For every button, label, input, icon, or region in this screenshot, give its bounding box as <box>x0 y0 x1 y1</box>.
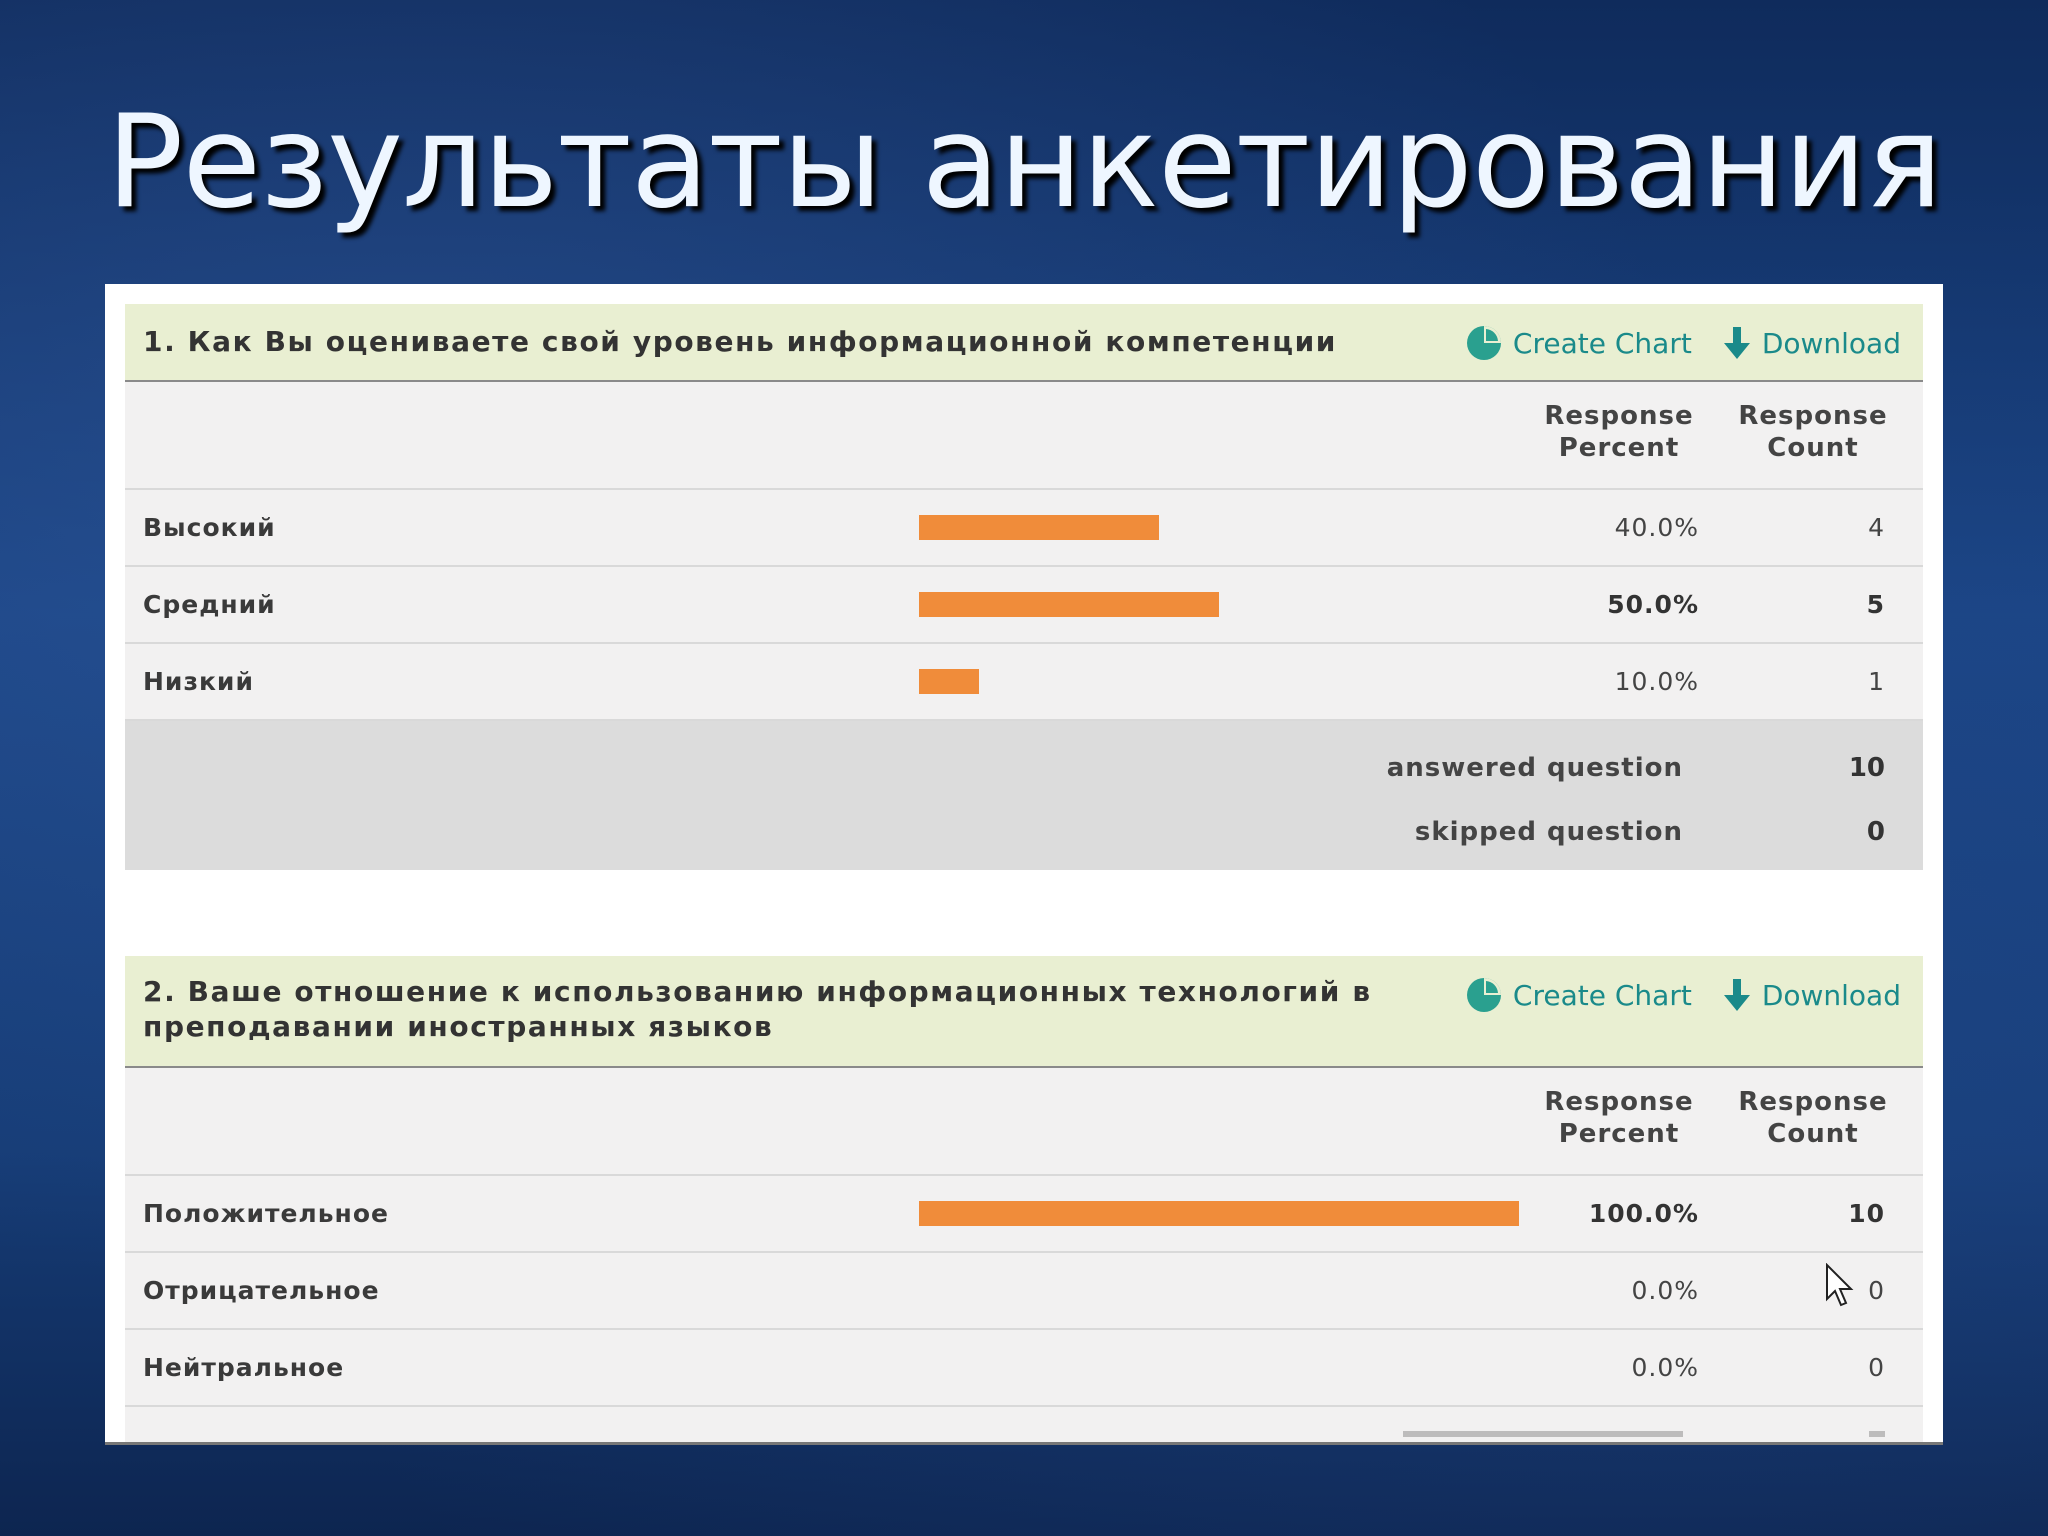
answer-row: Низкий 10.0% 1 <box>125 644 1923 721</box>
answered-question-value: 10 <box>1848 753 1885 783</box>
question-1-tools: Create Chart Download <box>1465 324 1901 362</box>
response-count: 0 <box>1868 1276 1885 1305</box>
response-count: 5 <box>1866 590 1885 619</box>
download-label: Download <box>1761 978 1901 1012</box>
response-count: 1 <box>1868 667 1885 696</box>
response-count: 10 <box>1848 1199 1885 1228</box>
survey-results-panel: 1. Как Вы оцениваете свой уровень информ… <box>105 284 1943 1445</box>
skipped-question-label: skipped question <box>1414 817 1683 847</box>
response-percent: 40.0% <box>1614 513 1699 542</box>
skipped-question-value: 0 <box>1866 817 1885 847</box>
bar-track <box>919 1201 1519 1226</box>
column-headers: Response Percent Response Count <box>125 1068 1923 1176</box>
response-bar <box>919 515 1159 540</box>
response-count-header: Response Count <box>1738 401 1888 463</box>
mouse-pointer-icon <box>1826 1263 1854 1307</box>
response-count: 4 <box>1868 513 1885 542</box>
response-bar <box>919 669 979 694</box>
question-1-summary: answered question 10 skipped question 0 <box>125 721 1923 870</box>
answer-row: Нейтральное 0.0% 0 <box>125 1330 1923 1407</box>
bar-track <box>919 669 1519 694</box>
download-label: Download <box>1761 326 1901 360</box>
response-bar <box>919 592 1219 617</box>
pie-chart-icon <box>1466 326 1501 360</box>
response-count: 0 <box>1868 1353 1885 1382</box>
response-percent-header: Response Percent <box>1544 1087 1694 1149</box>
question-2-title-line1: 2. Ваше отношение к использованию информ… <box>143 975 1372 1008</box>
response-percent-header: Response Percent <box>1544 401 1694 463</box>
question-2-title: 2. Ваше отношение к использованию информ… <box>143 974 1372 1044</box>
column-headers: Response Percent Response Count <box>125 382 1923 490</box>
download-link[interactable]: Download <box>1722 325 1901 361</box>
answer-label: Положительное <box>143 1199 389 1228</box>
slide-title: Результаты анкетирования <box>106 88 1943 237</box>
answer-row: Отрицательное 0.0% 0 <box>125 1253 1923 1330</box>
question-2: 2. Ваше отношение к использованию информ… <box>125 956 1923 1442</box>
answer-row: Положительное 100.0% 10 <box>125 1176 1923 1253</box>
answered-question-label: answered question <box>1386 753 1683 783</box>
create-chart-label: Create Chart <box>1512 326 1692 360</box>
response-percent: 50.0% <box>1607 590 1699 619</box>
response-percent: 10.0% <box>1614 667 1699 696</box>
question-2-tools: Create Chart Download <box>1465 976 1901 1014</box>
question-2-header: 2. Ваше отношение к использованию информ… <box>125 956 1923 1068</box>
answer-label: Низкий <box>143 667 254 696</box>
question-1: 1. Как Вы оцениваете свой уровень информ… <box>125 304 1923 870</box>
response-count-header: Response Count <box>1738 1087 1888 1149</box>
cut-off-summary-row <box>125 1407 1923 1442</box>
response-bar <box>919 1201 1519 1226</box>
bar-track <box>919 592 1519 617</box>
question-1-header: 1. Как Вы оцениваете свой уровень информ… <box>125 304 1923 382</box>
answer-row: Высокий 40.0% 4 <box>125 490 1923 567</box>
download-link[interactable]: Download <box>1722 977 1901 1013</box>
response-percent: 0.0% <box>1631 1353 1699 1382</box>
answer-label: Высокий <box>143 513 276 542</box>
response-percent: 100.0% <box>1588 1199 1699 1228</box>
pie-chart-icon <box>1466 978 1501 1012</box>
download-arrow-icon <box>1723 979 1750 1011</box>
question-1-title: 1. Как Вы оцениваете свой уровень информ… <box>143 325 1338 358</box>
create-chart-link[interactable]: Create Chart <box>1465 976 1692 1014</box>
response-percent: 0.0% <box>1631 1276 1699 1305</box>
answer-label: Средний <box>143 590 276 619</box>
create-chart-link[interactable]: Create Chart <box>1465 324 1692 362</box>
bar-track <box>919 515 1519 540</box>
question-2-title-line2: преподавании иностранных языков <box>143 1010 774 1043</box>
answer-row: Средний 50.0% 5 <box>125 567 1923 644</box>
answer-label: Отрицательное <box>143 1276 380 1305</box>
create-chart-label: Create Chart <box>1512 978 1692 1012</box>
download-arrow-icon <box>1723 327 1750 359</box>
answer-label: Нейтральное <box>143 1353 345 1382</box>
